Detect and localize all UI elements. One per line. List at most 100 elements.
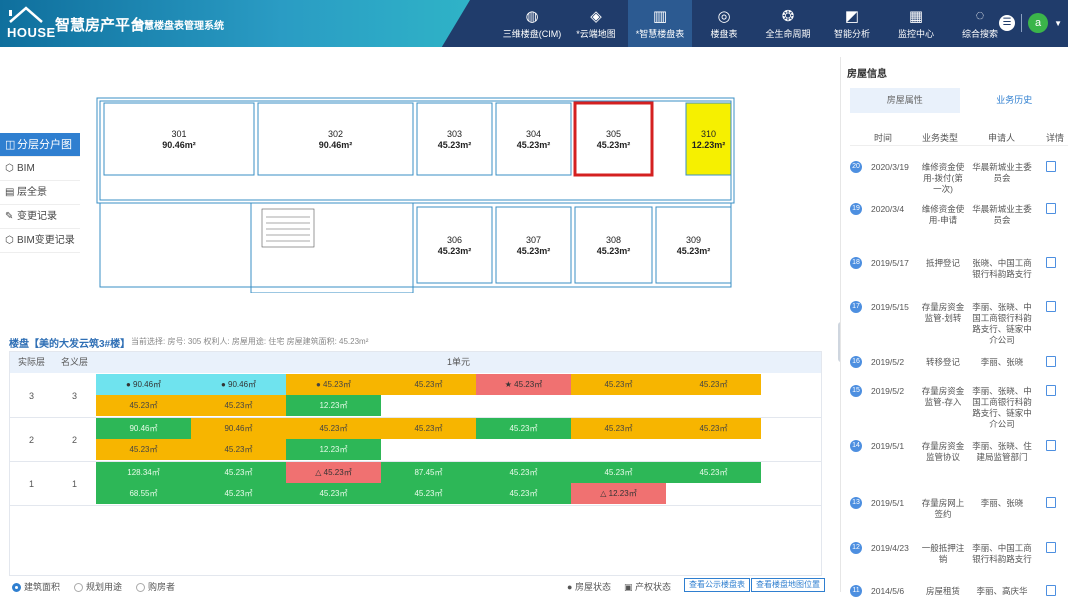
header-divider — [1021, 14, 1022, 32]
detail-doc-icon[interactable] — [1046, 257, 1056, 268]
left-menu-item-2[interactable]: ▤层全景 — [0, 181, 80, 205]
detail-doc-icon[interactable] — [1046, 440, 1056, 451]
house-cell[interactable]: 45.23㎡ — [381, 418, 476, 439]
analysis-icon: ◩ — [844, 7, 860, 23]
house-cell[interactable]: 45.23㎡ — [476, 418, 571, 439]
history-applicant: 李丽、张晓 — [969, 498, 1035, 509]
detail-doc-icon[interactable] — [1046, 356, 1056, 367]
left-menu-item-4[interactable]: ⬡BIM变更记录 — [0, 229, 80, 253]
chevron-down-icon[interactable]: ▼ — [1054, 19, 1062, 28]
top-header: HOUSE 智慧房产平台 智慧楼盘表管理系统 ◍三维楼盘(CIM)◈*云端地图▥… — [0, 0, 1068, 47]
nav-item-6[interactable]: ▦监控中心 — [884, 0, 948, 47]
house-cell[interactable]: 45.23㎡ — [476, 483, 571, 504]
tab-house-attributes[interactable]: 房屋属性 — [850, 88, 960, 113]
app-title: 智慧房产平台 — [55, 14, 145, 35]
radio-option-2[interactable]: 购房者 — [136, 582, 175, 592]
left-menu-item-0[interactable]: ◫分层分户图 — [0, 133, 80, 157]
house-cell[interactable]: 45.23㎡ — [476, 462, 571, 483]
nav-label: *云端地图 — [576, 29, 616, 39]
nav-item-3[interactable]: ◎楼盘表 — [692, 0, 756, 47]
house-cell[interactable]: 12.23㎡ — [286, 439, 381, 460]
detail-doc-icon[interactable] — [1046, 161, 1056, 172]
radio-option-1[interactable]: 规划用途 — [74, 582, 122, 592]
house-cell[interactable]: 45.23㎡ — [286, 483, 381, 504]
room-number: 310 — [701, 129, 716, 139]
view-public-table-button[interactable]: 查看公示楼盘表 — [684, 578, 750, 592]
nav-item-5[interactable]: ◩智能分析 — [820, 0, 884, 47]
radio-button[interactable] — [12, 583, 21, 592]
floor-separator — [10, 505, 821, 506]
house-cell[interactable]: 45.23㎡ — [191, 395, 286, 416]
left-menu-label: BIM — [17, 163, 35, 174]
house-cell[interactable]: 45.23㎡ — [571, 374, 666, 395]
history-index-badge: 13 — [850, 497, 862, 509]
room-number: 306 — [447, 235, 462, 245]
house-cell[interactable]: 45.23㎡ — [571, 418, 666, 439]
house-cell[interactable]: 128.34㎡ — [96, 462, 191, 483]
nav-item-0[interactable]: ◍三维楼盘(CIM) — [500, 0, 564, 47]
view-map-location-button[interactable]: 查看楼盘地图位置 — [751, 578, 825, 592]
radio-button[interactable] — [74, 583, 83, 592]
house-cell[interactable]: 45.23㎡ — [381, 374, 476, 395]
room-area: 45.23m² — [677, 246, 711, 256]
house-cell[interactable]: 90.46㎡ — [191, 418, 286, 439]
house-cell[interactable]: 45.23㎡ — [191, 462, 286, 483]
left-menu-label: 分层分户图 — [17, 139, 72, 151]
house-cell[interactable]: △ 45.23㎡ — [286, 462, 381, 483]
house-cell[interactable]: 45.23㎡ — [96, 439, 191, 460]
tab-business-history[interactable]: 业务历史 — [960, 88, 1068, 113]
house-cell[interactable]: 45.23㎡ — [96, 395, 191, 416]
room-area: 12.23m² — [692, 140, 726, 150]
house-cell[interactable]: 45.23㎡ — [191, 439, 286, 460]
house-cell[interactable]: △ 12.23㎡ — [571, 483, 666, 504]
detail-doc-icon[interactable] — [1046, 497, 1056, 508]
history-date: 2020/3/19 — [871, 162, 909, 172]
header-right: ☰ a ▼ — [999, 13, 1062, 33]
radio-button[interactable] — [136, 583, 145, 592]
nav-item-4[interactable]: ❂全生命周期 — [756, 0, 820, 47]
nav-item-1[interactable]: ◈*云端地图 — [564, 0, 628, 47]
house-cell[interactable]: 68.55㎡ — [96, 483, 191, 504]
detail-doc-icon[interactable] — [1046, 542, 1056, 553]
house-cell[interactable]: 45.23㎡ — [666, 462, 761, 483]
user-avatar[interactable]: a — [1028, 13, 1048, 33]
detail-doc-icon[interactable] — [1046, 385, 1056, 396]
history-index-badge: 17 — [850, 301, 862, 313]
house-cell[interactable]: ● 90.46㎡ — [191, 374, 286, 395]
house-cell[interactable]: 12.23㎡ — [286, 395, 381, 416]
nav-label: 三维楼盘(CIM) — [503, 29, 562, 39]
house-cell[interactable]: 45.23㎡ — [571, 462, 666, 483]
radio-option-0[interactable]: 建筑面积 — [12, 582, 60, 592]
detail-doc-icon[interactable] — [1046, 585, 1056, 596]
house-cell[interactable]: 90.46㎡ — [96, 418, 191, 439]
house-cell[interactable]: 45.23㎡ — [286, 418, 381, 439]
left-menu-label: BIM变更记录 — [17, 235, 75, 246]
detail-doc-icon[interactable] — [1046, 203, 1056, 214]
house-cell[interactable]: 45.23㎡ — [666, 374, 761, 395]
house-cell[interactable]: ● 45.23㎡ — [286, 374, 381, 395]
house-cell[interactable]: ● 90.46㎡ — [96, 374, 191, 395]
house-cell[interactable]: 87.45㎡ — [381, 462, 476, 483]
nav-item-2[interactable]: ▥*智慧楼盘表 — [628, 0, 692, 47]
unit-header: 1单元 — [96, 352, 821, 373]
menu-icon[interactable]: ☰ — [999, 15, 1015, 31]
house-cell[interactable]: ★ 45.23㎡ — [476, 374, 571, 395]
history-date: 2019/5/15 — [871, 302, 909, 312]
left-menu-item-3[interactable]: ✎变更记录 — [0, 205, 80, 229]
col-time: 时间 — [874, 131, 892, 144]
left-menu-item-1[interactable]: ⬡BIM — [0, 157, 80, 181]
house-cell[interactable]: 45.23㎡ — [191, 483, 286, 504]
house-cell[interactable]: 45.23㎡ — [666, 418, 761, 439]
house-cell[interactable]: 45.23㎡ — [381, 483, 476, 504]
detail-doc-icon[interactable] — [1046, 301, 1056, 312]
